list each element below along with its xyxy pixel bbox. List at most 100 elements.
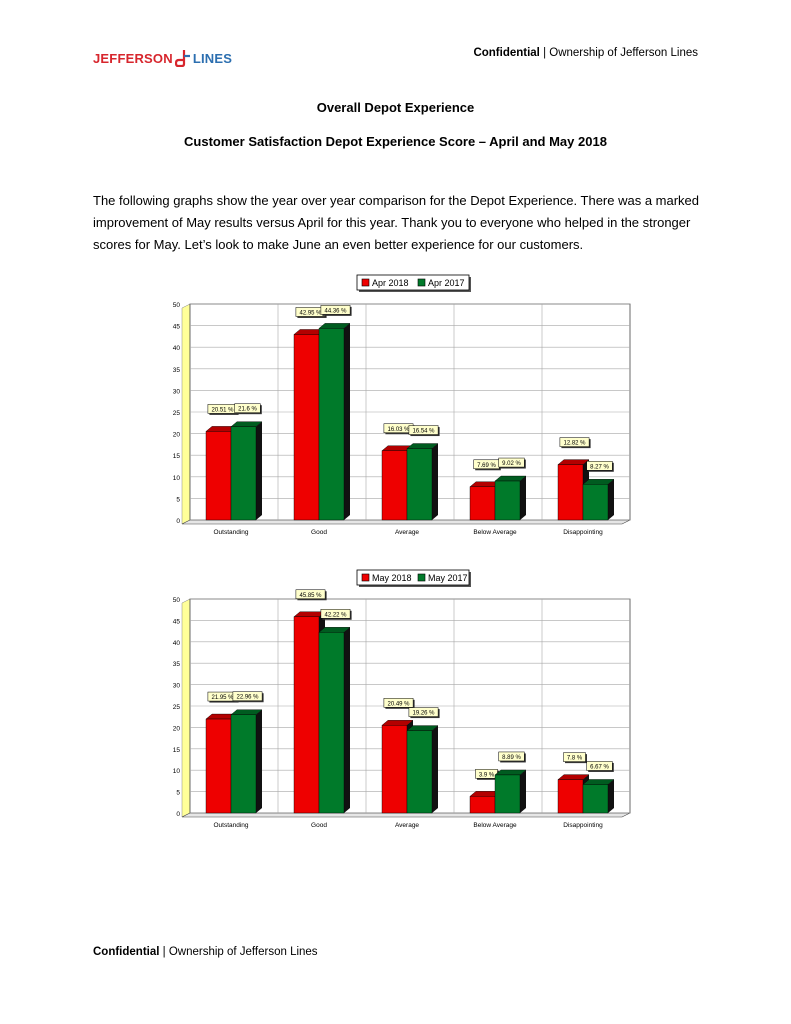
data-label: 20.51 % — [211, 407, 234, 413]
x-tick-label: Average — [395, 822, 419, 829]
data-label-box — [498, 751, 525, 762]
bar-front — [557, 779, 584, 814]
bar — [494, 475, 527, 521]
data-label-box — [320, 609, 351, 619]
data-label-box — [408, 707, 439, 717]
legend-swatch — [361, 573, 370, 582]
data-label-box — [586, 461, 613, 471]
bar-side — [256, 709, 262, 813]
x-tick-label: Outstanding — [213, 529, 248, 536]
legend-label: Apr 2018 — [372, 278, 409, 288]
data-label: 42.95 % — [299, 310, 322, 316]
jefferson-lines-logo: JEFFERSON LINES — [93, 49, 232, 67]
footer-confidential-label: Confidential — [93, 946, 160, 958]
bar-front — [381, 450, 408, 521]
legend-box — [356, 569, 470, 586]
data-label: 45.85 % — [299, 593, 322, 599]
bar-side — [344, 323, 350, 520]
chart-svg: Apr 2018 Apr 2017 0 5 10 15 20 25 30 35 40 45 50 20.5… — [173, 274, 631, 536]
bar-front — [406, 730, 433, 814]
data-label: 42.22 % — [324, 612, 347, 618]
bar-side — [344, 627, 350, 813]
april-comparison-chart: Apr 2018 Apr 2017 0 5 10 15 20 25 30 35 40 45 50 20.5… — [168, 272, 638, 544]
x-tick-label: Disappointing — [563, 822, 603, 829]
intro-paragraph: The following graphs show the year over … — [93, 193, 700, 252]
data-label: 8.27 % — [590, 464, 609, 470]
y-tick-label: 20 — [173, 432, 181, 439]
y-tick-label: 15 — [173, 747, 181, 754]
data-label-box — [559, 437, 590, 447]
data-label: 22.96 % — [236, 695, 259, 701]
data-label: 16.03 % — [387, 427, 410, 433]
bar-front — [293, 334, 320, 521]
data-label-box — [295, 589, 326, 600]
bar — [230, 709, 263, 814]
y-tick-label: 5 — [176, 790, 180, 797]
y-tick-label: 45 — [173, 324, 181, 331]
bar-side — [520, 476, 526, 520]
chart-floor — [181, 812, 631, 818]
bar-front — [469, 796, 496, 814]
logo-bus-icon — [174, 50, 190, 67]
data-label: 12.82 % — [563, 441, 586, 447]
page-title: Overall Depot Experience — [316, 100, 475, 115]
data-label: 7.69 % — [477, 463, 496, 469]
header-ownership-text: | Ownership of Jefferson Lines — [539, 47, 698, 59]
y-tick-label: 40 — [173, 345, 181, 352]
bar-side — [432, 725, 438, 813]
bar — [582, 779, 615, 814]
y-tick-label: 25 — [173, 704, 181, 711]
bar-front — [557, 464, 584, 521]
bar-front — [230, 426, 257, 521]
y-tick-label: 10 — [173, 768, 181, 775]
y-axis-band — [181, 303, 191, 525]
bar-side — [520, 769, 526, 813]
data-label-box — [320, 305, 351, 315]
y-tick-label: 50 — [173, 597, 181, 604]
chart-legend: Apr 2018 Apr 2017 — [356, 274, 471, 292]
y-tick-label: 0 — [176, 811, 180, 818]
header-confidential: Confidential | Ownership of Jefferson Li… — [473, 47, 698, 59]
logo-text-right: LINES — [192, 50, 233, 66]
bar — [318, 627, 351, 814]
data-label: 16.54 % — [412, 429, 435, 435]
x-tick-label: Average — [395, 529, 419, 536]
y-tick-label: 35 — [173, 661, 181, 668]
legend-label: May 2017 — [428, 573, 468, 583]
bar — [406, 443, 439, 521]
data-label: 21.6 % — [238, 407, 257, 413]
bar — [406, 725, 439, 814]
bar-front — [494, 480, 521, 521]
bar-front — [494, 774, 521, 814]
y-tick-label: 45 — [173, 618, 181, 625]
bar — [582, 479, 615, 521]
bar-front — [205, 718, 232, 814]
x-tick-label: Good — [311, 529, 327, 536]
bar-side — [608, 779, 614, 813]
bar-front — [293, 616, 320, 814]
x-tick-label: Disappointing — [563, 529, 603, 536]
y-tick-label: 30 — [173, 388, 181, 395]
x-tick-label: Below Average — [473, 822, 517, 829]
bar — [318, 323, 351, 521]
bar-front — [205, 431, 232, 521]
bar — [494, 769, 527, 814]
data-label: 44.36 % — [324, 308, 347, 314]
legend-swatch — [417, 573, 426, 582]
x-tick-label: Good — [311, 822, 327, 829]
legend-box — [356, 274, 470, 291]
data-label-box — [234, 403, 261, 413]
data-label-box — [498, 457, 525, 468]
y-tick-label: 25 — [173, 410, 181, 417]
y-tick-label: 5 — [176, 496, 180, 503]
data-label: 8.89 % — [502, 755, 521, 761]
y-tick-label: 20 — [173, 725, 181, 732]
y-axis-band — [181, 598, 191, 818]
bar — [230, 421, 263, 521]
bar-side — [256, 421, 262, 520]
x-tick-label: Below Average — [473, 529, 517, 536]
bar-front — [582, 484, 609, 521]
legend-swatch — [361, 278, 370, 287]
bar-front — [318, 632, 345, 814]
data-label-box — [383, 698, 414, 708]
